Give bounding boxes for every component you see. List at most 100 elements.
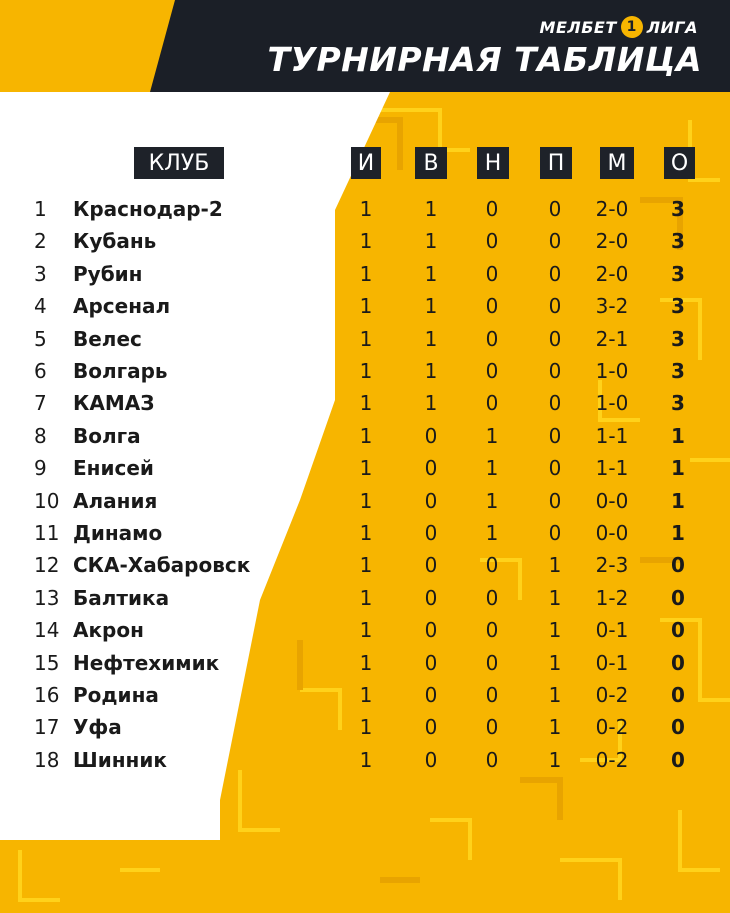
row-club: Рубин (73, 261, 143, 286)
row-losses: 0 (548, 294, 562, 319)
row-games: 1 (359, 715, 373, 740)
row-club: СКА-Хабаровск (73, 553, 251, 578)
row-draws: 0 (485, 585, 499, 610)
table-row: 18 Шинник 1 0 0 1 0-2 0 (0, 744, 730, 776)
row-goals: 3-2 (595, 294, 629, 319)
row-games: 1 (359, 521, 373, 545)
row-position: 18 (34, 747, 60, 772)
row-points: 0 (671, 715, 685, 740)
table-row: 6 Волгарь 1 1 0 0 1-0 3 (0, 355, 730, 387)
table-row: 15 Нефтехимик 1 0 0 1 0-1 0 (0, 647, 730, 679)
row-games: 1 (359, 650, 373, 675)
row-losses: 0 (548, 359, 562, 383)
column-header-games: И (351, 147, 381, 179)
table-row: 8 Волга 1 0 1 0 1-1 1 (0, 420, 730, 452)
column-header-wins: В (415, 147, 447, 179)
table-row: 3 Рубин 1 1 0 0 2-0 3 (0, 258, 730, 290)
row-losses: 1 (548, 650, 562, 675)
row-games: 1 (359, 391, 373, 416)
row-goals: 2-0 (595, 261, 629, 286)
row-club: Акрон (73, 618, 144, 643)
row-goals: 1-2 (595, 585, 629, 610)
row-losses: 0 (548, 326, 562, 351)
row-wins: 1 (424, 197, 438, 221)
header-shape (150, 0, 730, 92)
row-goals: 1-0 (595, 359, 629, 383)
row-club: Динамо (73, 521, 163, 545)
row-points: 3 (671, 197, 685, 221)
row-wins: 1 (424, 261, 438, 286)
row-position: 15 (34, 650, 60, 675)
row-goals: 1-1 (595, 423, 629, 448)
row-wins: 1 (424, 359, 438, 383)
row-goals: 0-1 (595, 618, 629, 643)
row-goals: 2-1 (595, 326, 629, 351)
row-goals: 0-2 (595, 715, 629, 740)
row-wins: 0 (424, 488, 438, 513)
row-games: 1 (359, 197, 373, 221)
row-games: 1 (359, 456, 373, 481)
row-club: КАМАЗ (73, 391, 155, 416)
table-row: 7 КАМАЗ 1 1 0 0 1-0 3 (0, 387, 730, 419)
column-header-points: О (664, 147, 695, 179)
row-draws: 0 (485, 553, 499, 578)
row-games: 1 (359, 294, 373, 319)
row-points: 0 (671, 650, 685, 675)
row-points: 3 (671, 261, 685, 286)
row-games: 1 (359, 618, 373, 643)
row-games: 1 (359, 553, 373, 578)
row-games: 1 (359, 585, 373, 610)
row-draws: 0 (485, 715, 499, 740)
row-club: Волгарь (73, 359, 168, 383)
row-club: Волга (73, 423, 141, 448)
row-draws: 1 (485, 456, 499, 481)
row-games: 1 (359, 488, 373, 513)
row-position: 5 (34, 326, 47, 351)
row-wins: 0 (424, 521, 438, 545)
table-row: 2 Кубань 1 1 0 0 2-0 3 (0, 225, 730, 257)
row-draws: 0 (485, 197, 499, 221)
table-row: 13 Балтика 1 0 0 1 1-2 0 (0, 582, 730, 614)
row-club: Шинник (73, 747, 167, 772)
row-losses: 0 (548, 261, 562, 286)
row-points: 1 (671, 456, 685, 481)
row-points: 3 (671, 391, 685, 416)
row-position: 1 (34, 197, 47, 221)
row-club: Краснодар-2 (73, 197, 223, 221)
row-draws: 0 (485, 326, 499, 351)
row-games: 1 (359, 683, 373, 707)
row-club: Родина (73, 683, 159, 707)
brand-suffix: ЛИГА (646, 17, 698, 37)
row-club: Балтика (73, 585, 170, 610)
row-points: 0 (671, 747, 685, 772)
row-club: Арсенал (73, 294, 171, 319)
row-wins: 1 (424, 229, 438, 254)
row-points: 1 (671, 521, 685, 545)
page-title: ТУРНИРНАЯ ТАБЛИЦА (267, 40, 702, 79)
row-losses: 1 (548, 747, 562, 772)
table-row: 10 Алания 1 0 1 0 0-0 1 (0, 485, 730, 517)
row-draws: 0 (485, 261, 499, 286)
row-wins: 0 (424, 618, 438, 643)
row-goals: 2-0 (595, 229, 629, 254)
row-position: 17 (34, 715, 60, 740)
row-position: 2 (34, 229, 47, 254)
row-club: Алания (73, 488, 158, 513)
row-wins: 1 (424, 391, 438, 416)
row-games: 1 (359, 326, 373, 351)
row-position: 10 (34, 488, 60, 513)
table-row: 11 Динамо 1 0 1 0 0-0 1 (0, 517, 730, 549)
row-losses: 0 (548, 521, 562, 545)
row-position: 6 (34, 359, 47, 383)
row-wins: 0 (424, 553, 438, 578)
row-position: 12 (34, 553, 60, 578)
row-points: 0 (671, 683, 685, 707)
table-row: 4 Арсенал 1 1 0 0 3-2 3 (0, 290, 730, 322)
row-wins: 0 (424, 456, 438, 481)
row-draws: 0 (485, 618, 499, 643)
row-losses: 1 (548, 715, 562, 740)
row-club: Уфа (73, 715, 122, 740)
row-draws: 0 (485, 391, 499, 416)
row-draws: 0 (485, 650, 499, 675)
row-wins: 0 (424, 650, 438, 675)
